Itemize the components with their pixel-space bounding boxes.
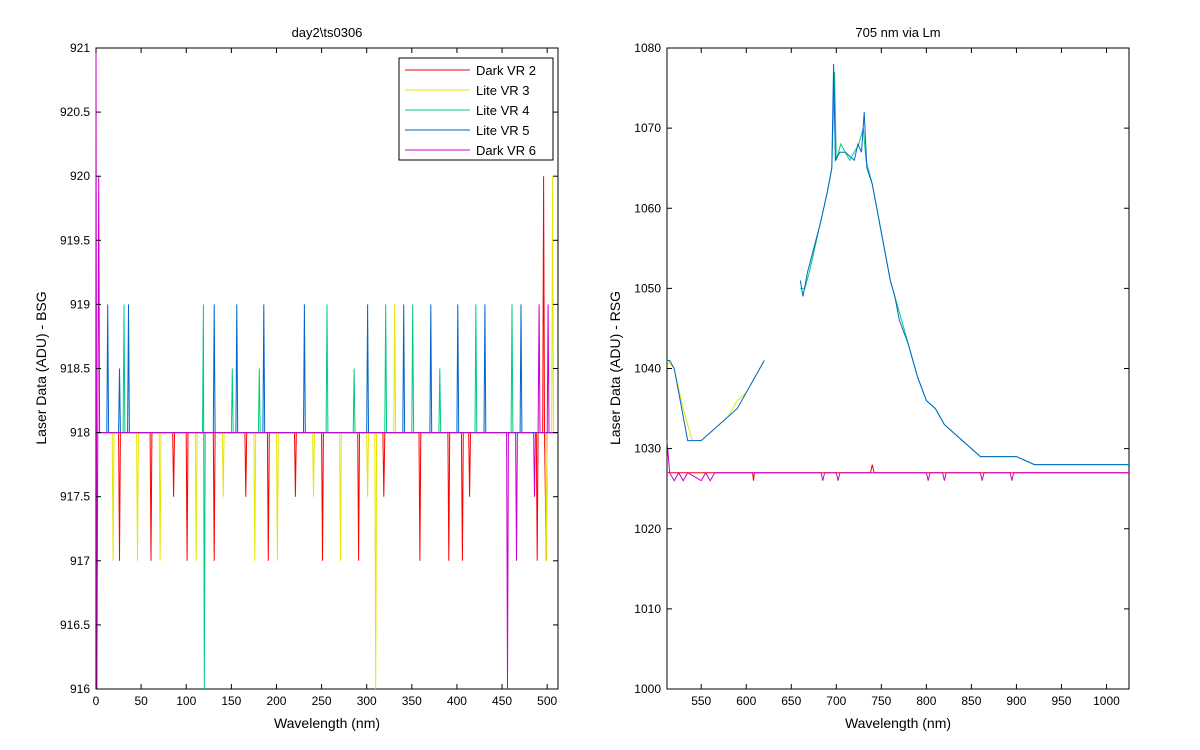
right-x-tick-label: 700 — [826, 694, 846, 708]
right-series-line-6 — [666, 440, 1129, 482]
legend-label: Lite VR 4 — [476, 103, 529, 118]
right-ticks-group: 550 600 650 700 750 800 850 900 950 1000 1000 1010 1… — [634, 41, 1129, 708]
right-x-tick-label: 1000 — [1093, 694, 1120, 708]
left-x-tick-label: 250 — [312, 694, 332, 708]
right-chart-title: 705 nm via Lm — [855, 25, 940, 40]
right-y-tick-label: 1040 — [634, 362, 661, 376]
legend-label: Lite VR 3 — [476, 83, 529, 98]
right-x-tick-label: 600 — [736, 694, 756, 708]
right-y-tick-label: 1010 — [634, 602, 661, 616]
left-x-tick-label: 500 — [537, 694, 557, 708]
left-x-tick-label: 0 — [93, 694, 100, 708]
left-y-tick-label: 919.5 — [60, 233, 90, 247]
legend: Dark VR 2 Lite VR 3 Lite VR 4 Lite VR 5 Dark… — [398, 57, 554, 161]
right-y-tick-label: 1000 — [634, 682, 661, 696]
right-y-tick-label: 1020 — [634, 522, 661, 536]
right-series-group — [666, 63, 1129, 482]
left-y-tick-label: 917 — [70, 554, 90, 568]
right-x-axis-label: Wavelength (nm) — [845, 715, 951, 731]
right-y-tick-label: 1060 — [634, 201, 661, 215]
right-y-axis-label: Laser Data (ADU) - RSG — [607, 291, 623, 445]
right-y-tick-label: 1070 — [634, 121, 661, 135]
legend-items: Dark VR 2 Lite VR 3 Lite VR 4 Lite VR 5 Dark… — [405, 63, 536, 158]
right-x-tick-label: 900 — [1006, 694, 1026, 708]
left-y-axis-label: Laser Data (ADU) - BSG — [33, 291, 49, 444]
right-x-tick-label: 550 — [691, 694, 711, 708]
left-chart-title: day2\ts0306 — [292, 25, 363, 40]
legend-box — [398, 57, 554, 161]
right-x-tick-label: 650 — [781, 694, 801, 708]
right-x-tick-label: 950 — [1051, 694, 1071, 708]
right-y-tick-label: 1030 — [634, 442, 661, 456]
right-y-tick-label: 1050 — [634, 281, 661, 295]
left-y-tick-label: 918 — [70, 426, 90, 440]
left-y-tick-label: 916.5 — [60, 618, 90, 632]
left-axes: day2\ts0306 0 50 100 150 200 250 300 350 400 450 5… — [33, 25, 559, 731]
left-x-tick-label: 400 — [447, 694, 467, 708]
right-x-tick-label: 850 — [961, 694, 981, 708]
left-y-tick-label: 920.5 — [60, 105, 90, 119]
left-x-tick-label: 350 — [402, 694, 422, 708]
left-y-tick-label: 921 — [70, 41, 90, 55]
right-x-tick-label: 800 — [916, 694, 936, 708]
right-series-line-4 — [799, 63, 1129, 466]
right-y-tick-label: 1080 — [634, 41, 661, 55]
left-y-tick-label: 917.5 — [60, 490, 90, 504]
right-plot-area — [666, 47, 1130, 690]
left-x-tick-label: 100 — [176, 694, 196, 708]
left-y-tick-label: 916 — [70, 682, 90, 696]
left-series-line-3 — [96, 304, 558, 690]
left-y-tick-label: 920 — [70, 169, 90, 183]
left-y-tick-label: 919 — [70, 297, 90, 311]
right-axes: 705 nm via Lm 550 600 650 700 750 800 850 900 95… — [607, 25, 1130, 731]
left-x-tick-label: 200 — [266, 694, 286, 708]
left-x-tick-label: 450 — [492, 694, 512, 708]
right-series-line-3 — [667, 360, 765, 442]
right-x-tick-label: 750 — [871, 694, 891, 708]
legend-label: Dark VR 2 — [476, 63, 536, 78]
left-x-tick-label: 300 — [357, 694, 377, 708]
left-x-axis-label: Wavelength (nm) — [274, 715, 380, 731]
left-ticks-group: 0 50 100 150 200 250 300 350 400 450 500 916 916.5 91… — [60, 41, 558, 708]
left-x-tick-label: 150 — [221, 694, 241, 708]
legend-label: Lite VR 5 — [476, 123, 529, 138]
left-x-tick-label: 50 — [134, 694, 148, 708]
legend-label: Dark VR 6 — [476, 143, 536, 158]
left-y-tick-label: 918.5 — [60, 362, 90, 376]
